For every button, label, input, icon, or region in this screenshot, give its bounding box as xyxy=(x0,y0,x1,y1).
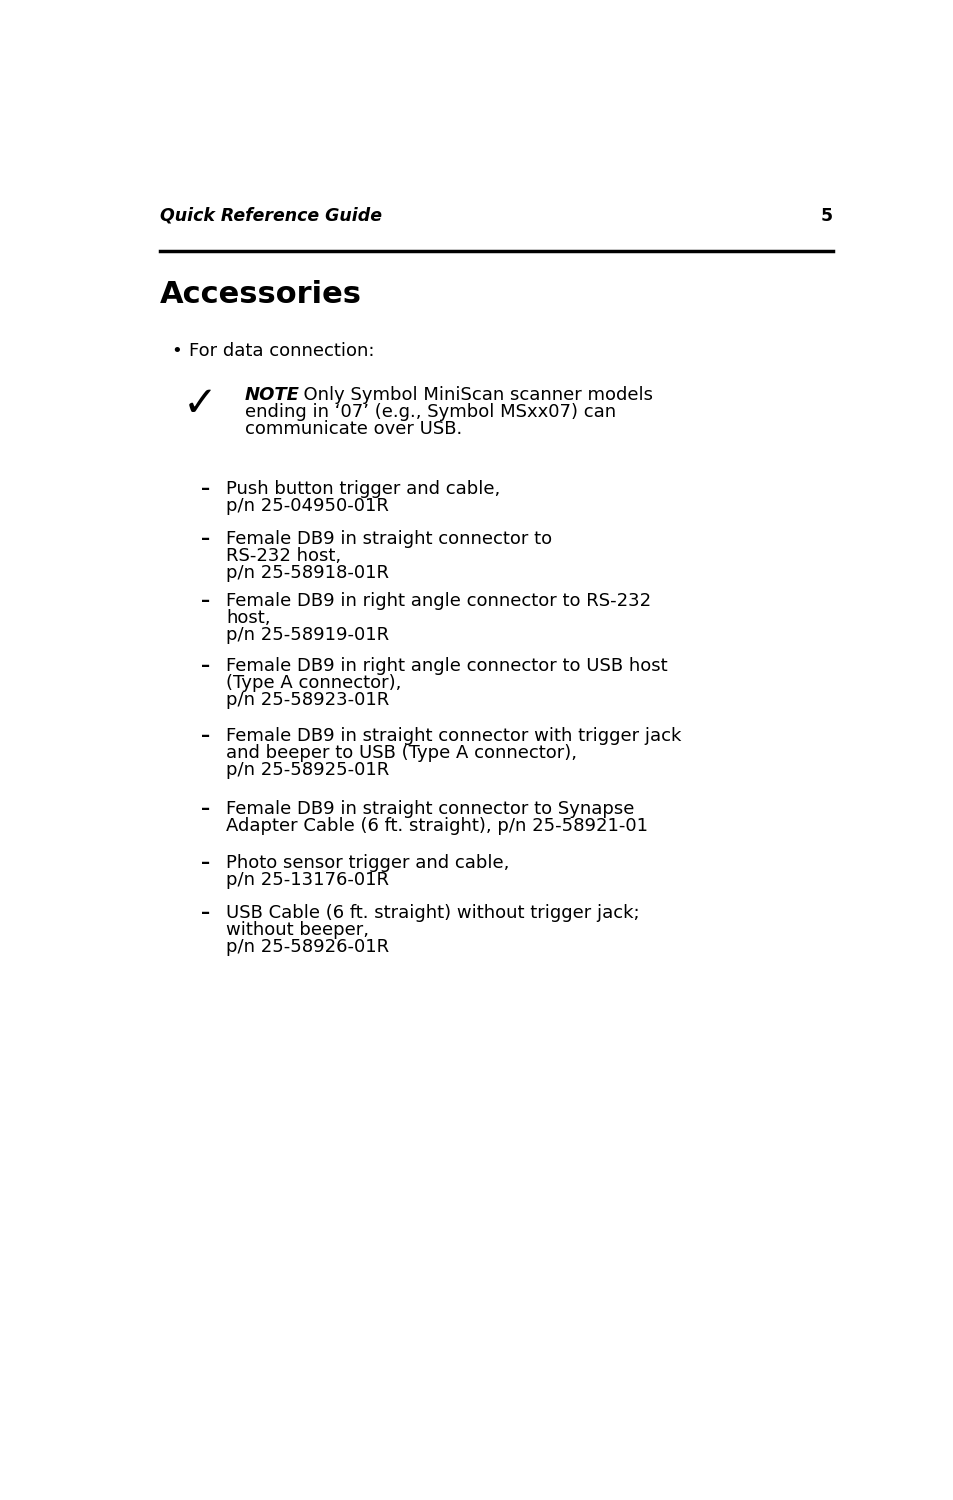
Text: Only Symbol MiniScan scanner models: Only Symbol MiniScan scanner models xyxy=(292,387,652,405)
Text: ✓: ✓ xyxy=(183,382,218,424)
Text: Female DB9 in straight connector with trigger jack: Female DB9 in straight connector with tr… xyxy=(226,726,681,744)
Text: USB Cable (6 ft. straight) without trigger jack;: USB Cable (6 ft. straight) without trigg… xyxy=(226,904,639,922)
Text: p/n 25-13176-01R: p/n 25-13176-01R xyxy=(226,870,389,888)
Text: Female DB9 in straight connector to: Female DB9 in straight connector to xyxy=(226,531,552,549)
Text: RS-232 host,: RS-232 host, xyxy=(226,548,341,566)
Text: –: – xyxy=(200,904,210,922)
Text: –: – xyxy=(200,531,210,549)
Text: Photo sensor trigger and cable,: Photo sensor trigger and cable, xyxy=(226,853,509,871)
Text: p/n 25-58925-01R: p/n 25-58925-01R xyxy=(226,760,389,778)
Text: Adapter Cable (6 ft. straight), p/n 25-58921-01: Adapter Cable (6 ft. straight), p/n 25-5… xyxy=(226,818,648,836)
Text: p/n 25-58919-01R: p/n 25-58919-01R xyxy=(226,626,389,644)
Text: –: – xyxy=(200,800,210,818)
Text: •: • xyxy=(171,342,182,360)
Text: communicate over USB.: communicate over USB. xyxy=(245,420,461,438)
Text: Accessories: Accessories xyxy=(160,280,361,309)
Text: Female DB9 in right angle connector to RS-232: Female DB9 in right angle connector to R… xyxy=(226,592,651,610)
Text: –: – xyxy=(200,657,210,675)
Text: –: – xyxy=(200,853,210,871)
Text: Female DB9 in right angle connector to USB host: Female DB9 in right angle connector to U… xyxy=(226,657,667,675)
Text: and beeper to USB (Type A connector),: and beeper to USB (Type A connector), xyxy=(226,744,577,762)
Text: Push button trigger and cable,: Push button trigger and cable, xyxy=(226,480,500,498)
Text: –: – xyxy=(200,726,210,744)
Text: without beeper,: without beeper, xyxy=(226,921,369,939)
Text: p/n 25-58918-01R: p/n 25-58918-01R xyxy=(226,564,389,582)
Text: host,: host, xyxy=(226,609,271,627)
Text: ending in ‘07’ (e.g., Symbol MSxx07) can: ending in ‘07’ (e.g., Symbol MSxx07) can xyxy=(245,404,616,422)
Text: p/n 25-58923-01R: p/n 25-58923-01R xyxy=(226,692,389,709)
Text: 5: 5 xyxy=(820,207,832,225)
Text: NOTE: NOTE xyxy=(245,387,299,405)
Text: p/n 25-04950-01R: p/n 25-04950-01R xyxy=(226,496,389,514)
Text: (Type A connector),: (Type A connector), xyxy=(226,675,401,693)
Text: p/n 25-58926-01R: p/n 25-58926-01R xyxy=(226,938,389,956)
Text: Quick Reference Guide: Quick Reference Guide xyxy=(160,207,381,225)
Text: For data connection:: For data connection: xyxy=(190,342,375,360)
Text: –: – xyxy=(200,592,210,610)
Text: Female DB9 in straight connector to Synapse: Female DB9 in straight connector to Syna… xyxy=(226,800,634,818)
Text: –: – xyxy=(200,480,210,498)
